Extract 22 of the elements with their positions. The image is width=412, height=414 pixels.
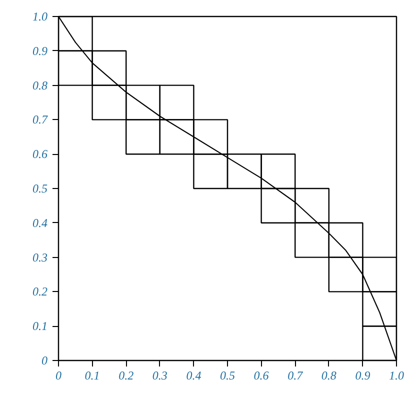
x-tick-label: 0.7 — [288, 368, 304, 382]
x-tick-label: 0.1 — [84, 368, 100, 382]
x-tick-label: 0.8 — [321, 368, 336, 382]
y-tick-label: 0.6 — [32, 147, 48, 162]
y-tick-label: 0 — [42, 354, 48, 368]
x-tick-label: 0.4 — [186, 368, 202, 382]
y-tick-label: 0.1 — [32, 319, 48, 334]
y-tick-label: 0.2 — [32, 284, 48, 299]
x-tick-label: 0.5 — [220, 368, 235, 382]
y-tick-label: 0.7 — [32, 112, 48, 127]
x-tick-label: 0 — [56, 368, 62, 382]
y-tick-label: 0.3 — [32, 250, 48, 264]
y-tick-label: 1.0 — [32, 10, 48, 24]
x-tick-label: 0.3 — [152, 368, 168, 382]
y-tick-label: 0.5 — [32, 182, 48, 196]
y-tick-label: 0.4 — [32, 216, 48, 230]
y-tick-label: 0.8 — [32, 78, 48, 92]
x-tick-label: 0.9 — [355, 368, 370, 382]
x-tick-label: 1.0 — [389, 368, 404, 382]
x-tick-label: 0.6 — [254, 368, 269, 382]
x-tick-label: 0.2 — [118, 368, 134, 382]
y-tick-label: 0.9 — [32, 44, 48, 58]
